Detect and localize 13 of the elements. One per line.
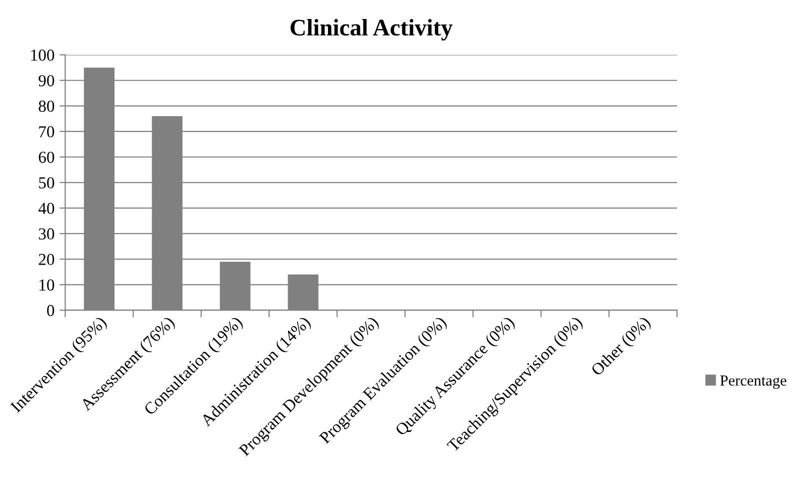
- legend-label: Percentage: [720, 376, 786, 389]
- y-tick-label: 80: [38, 100, 54, 112]
- y-tick-label: 100: [31, 50, 54, 61]
- y-tick-label: 70: [39, 126, 54, 138]
- y-tick-label: 0: [47, 304, 54, 316]
- chart-title: Clinical Activity: [290, 19, 453, 40]
- y-tick-label: 10: [40, 279, 54, 291]
- y-tick-label: 50: [39, 177, 54, 188]
- y-tick-label: 60: [38, 152, 54, 163]
- y-tick-label: 90: [38, 75, 54, 86]
- y-tick-label: 30: [38, 228, 54, 240]
- y-tick-label: 20: [38, 254, 54, 266]
- y-tick-label: 40: [38, 202, 54, 214]
